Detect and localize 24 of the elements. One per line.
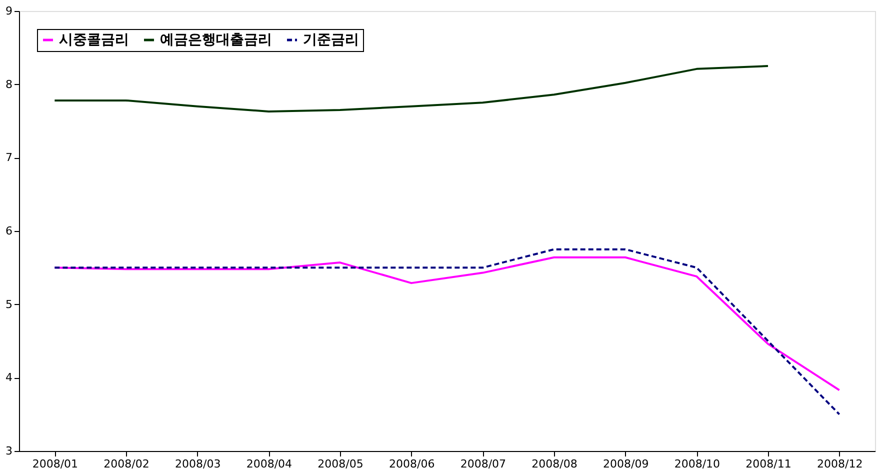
- legend-label: 기준금리: [303, 32, 359, 48]
- y-tick-label: 6: [6, 224, 12, 238]
- legend-label: 예금은행대출금리: [160, 32, 272, 48]
- line-series: [54, 248, 840, 416]
- x-tick-label: 2008/08: [532, 458, 578, 470]
- x-tick-label: 2008/09: [602, 458, 649, 470]
- y-tick-label: 7: [6, 151, 12, 164]
- line-series: [54, 65, 769, 112]
- x-tick-label: 2008/10: [674, 458, 720, 470]
- y-tick-label: 5: [6, 298, 12, 311]
- y-tick-label: 9: [6, 4, 12, 18]
- x-tick-label: 2008/12: [816, 458, 863, 470]
- y-tick-label: 3: [6, 444, 12, 458]
- x-tick-label: 2008/04: [246, 458, 292, 470]
- x-tick-label: 2008/06: [388, 458, 435, 470]
- y-tick-label: 8: [6, 78, 12, 91]
- x-tick-label: 2008/03: [174, 458, 221, 470]
- x-tick-label: 2008/07: [460, 458, 506, 470]
- x-tick-label: 2008/02: [104, 458, 150, 470]
- legend-label: 시중콜금리: [59, 32, 129, 48]
- y-tick-label: 4: [6, 371, 12, 384]
- x-tick-label: 2008/05: [318, 458, 364, 470]
- x-tick-label: 2008/01: [32, 458, 78, 470]
- x-tick-label: 2008/11: [746, 458, 792, 470]
